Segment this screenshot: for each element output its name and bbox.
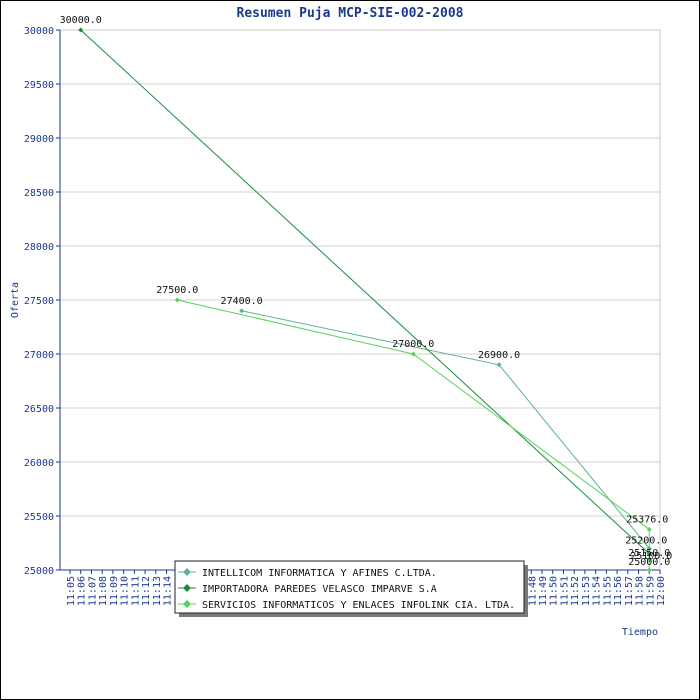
data-label: 25150.0 [628,548,670,559]
data-point [174,297,180,303]
x-tick-label: 11:08 [98,576,109,606]
data-label: 30000.0 [60,15,102,26]
x-tick-label: 12:00 [656,576,667,606]
y-tick-label: 30000 [24,26,54,37]
data-label: 25200.0 [625,535,667,546]
data-point [646,526,652,532]
y-tick-label: 29500 [24,80,54,91]
data-label: 27500.0 [156,285,198,296]
data-label: 25000.0 [628,557,670,568]
x-tick-label: 11:49 [538,576,549,606]
data-label-layer: 27400.0 26900.0 25200.0 30000.0 25150.0 27500… [60,15,673,568]
y-tick-label: 26500 [24,404,54,415]
x-tick-label: 11:14 [163,576,174,606]
x-tick-label: 11:06 [77,576,88,606]
legend-entry: SERVICIOS INFORMATICOS Y ENLACES INFOLIN… [202,600,515,611]
x-tick-label: 11:05 [66,576,77,606]
y-tick-label: 28000 [24,242,54,253]
legend-swatch-marker [183,600,191,608]
data-label: 27400.0 [221,296,263,307]
y-tick-label: 25500 [24,512,54,523]
legend-swatch-marker [183,568,191,576]
x-tick-label: 11:53 [581,576,592,606]
y-tick-label: 28500 [24,188,54,199]
data-point [239,308,245,314]
series-line [80,29,650,555]
grid-lines [60,29,660,571]
legend-entry: INTELLICOM INFORMATICA Y AFINES C.LTDA. [202,568,437,579]
legend-entry: IMPORTADORA PAREDES VELASCO IMPARVE S.A [202,584,437,595]
x-tick-label: 11:51 [559,576,570,606]
data-point [410,351,416,357]
x-tick-label: 11:52 [570,576,581,606]
legend: INTELLICOM INFORMATICA Y AFINES C.LTDA. I… [174,560,528,617]
legend-box [174,560,525,614]
x-tick-label: 11:55 [602,576,613,606]
data-point [496,362,502,368]
x-tick-label: 11:58 [635,576,646,606]
x-tick-label: 11:57 [624,576,635,606]
x-tick-label: 11:54 [592,576,603,606]
data-label: 25376.0 [626,514,668,525]
y-tick-label: 25000 [24,566,54,577]
chart-title: Resumen Puja MCP-SIE-002-2008 [237,6,464,21]
data-label: 26900.0 [478,350,520,361]
x-tick-label: 11:13 [152,576,163,606]
data-point [646,567,652,573]
series-line [241,310,650,549]
x-tick-label: 11:09 [109,576,120,606]
x-tick-label: 11:10 [120,576,131,606]
x-tick-label: 11:50 [549,576,560,606]
y-axis-label: Oferta [10,282,21,318]
y-axis-ticks: 25000 25500 26000 26500 27000 27500 28000 28500… [24,26,60,577]
x-axis-label: Tiempo [622,627,658,638]
data-point [78,27,84,33]
series-layer [78,27,652,573]
x-tick-label: 11:12 [141,576,152,606]
y-tick-label: 27500 [24,296,54,307]
legend-swatch-marker [183,584,191,592]
data-label: 25100.0 [630,551,672,562]
y-tick-label: 29000 [24,134,54,145]
data-label: 27000.0 [392,339,434,350]
data-point [646,556,652,562]
x-tick-label: 11:48 [527,576,538,606]
y-tick-label: 26000 [24,458,54,469]
x-tick-label: 11:07 [87,576,98,606]
x-tick-label: 11:56 [613,576,624,606]
x-tick-label: 11:59 [645,576,656,606]
y-tick-label: 27000 [24,350,54,361]
x-tick-label: 11:11 [130,576,141,606]
